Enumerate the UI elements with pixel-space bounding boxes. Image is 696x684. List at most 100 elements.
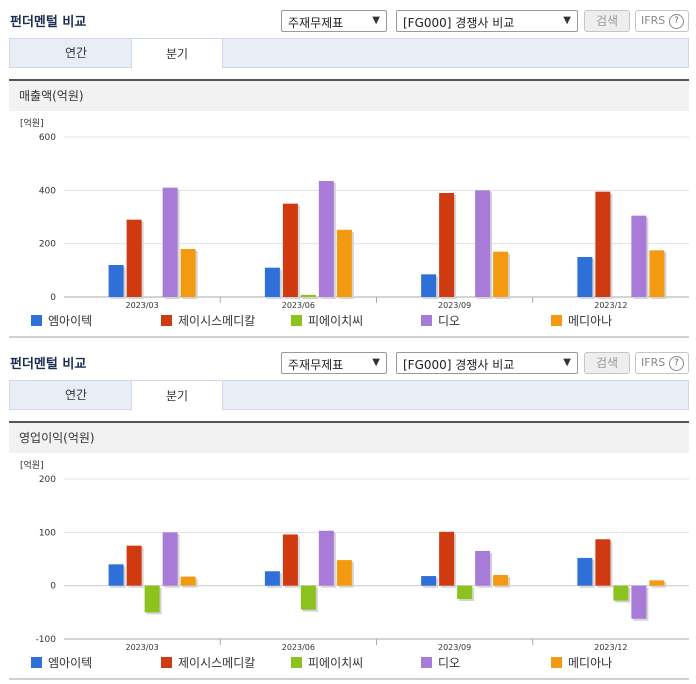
bar[interactable] [180, 249, 196, 297]
legend-item[interactable]: 피에이치씨 [291, 314, 363, 328]
statement-type-value: 주재무제표 [288, 16, 344, 30]
bar[interactable] [649, 250, 665, 297]
bar[interactable] [264, 267, 280, 297]
bar[interactable] [318, 181, 334, 297]
x-tick-label: 2023/03 [126, 643, 159, 652]
bar[interactable] [421, 274, 437, 297]
statement-type-select[interactable]: 주재무제표 ▼ [281, 10, 387, 32]
y-tick-label: 400 [39, 186, 56, 196]
bar[interactable] [439, 531, 455, 586]
bar[interactable] [318, 530, 334, 586]
legend-swatch [31, 315, 42, 326]
chart-subtitle: 매출액(억원) [9, 79, 689, 111]
bar[interactable] [108, 265, 124, 297]
bar[interactable] [264, 571, 280, 586]
legend-item[interactable]: 디오 [421, 656, 460, 670]
tab-annual[interactable]: 연간 [64, 46, 88, 60]
ifrs-button[interactable]: IFRS ? [635, 352, 689, 374]
x-tick-label: 2023/12 [594, 301, 627, 310]
bar[interactable] [336, 560, 352, 586]
bar[interactable] [631, 215, 647, 297]
y-tick-label: 200 [39, 240, 56, 250]
bar[interactable] [457, 585, 473, 599]
bar[interactable] [421, 576, 437, 586]
bar[interactable] [108, 564, 124, 586]
y-tick-label: 0 [50, 293, 56, 303]
competitor-select[interactable]: [FG000] 경쟁사 비교 ▼ [396, 10, 578, 32]
y-tick-label: 200 [39, 475, 56, 485]
competitor-value: [FG000] 경쟁사 비교 [403, 358, 515, 372]
bar[interactable] [300, 585, 316, 610]
tab-quarterly[interactable]: 분기 [131, 38, 223, 69]
legend-item[interactable]: 엠아이텍 [31, 314, 92, 328]
section-divider [9, 678, 689, 680]
legend-label: 디오 [438, 314, 461, 328]
legend-label: 디오 [438, 656, 461, 670]
statement-type-select[interactable]: 주재무제표 ▼ [281, 352, 387, 374]
bar[interactable] [577, 257, 593, 297]
unit-label: [억원] [20, 459, 44, 471]
bar[interactable] [162, 187, 178, 297]
ifrs-button[interactable]: IFRS ? [635, 10, 689, 32]
bar[interactable] [439, 193, 455, 297]
x-tick-label: 2023/12 [594, 643, 627, 652]
legend-item[interactable]: 엠아이텍 [31, 656, 92, 670]
legend-label: 메디아나 [568, 656, 613, 670]
x-tick-label: 2023/06 [282, 301, 315, 310]
y-tick-label: -100 [36, 635, 57, 645]
chevron-down-icon: ▼ [372, 15, 380, 26]
bar[interactable] [493, 575, 509, 586]
section-title: 펀더멘털 비교 [10, 15, 87, 30]
chevron-down-icon: ▼ [372, 357, 380, 368]
bar[interactable] [595, 191, 611, 297]
bar[interactable] [631, 585, 647, 619]
period-tabs: 연간 분기 [9, 380, 689, 411]
chart-subtitle: 영업이익(억원) [9, 421, 689, 453]
bar[interactable] [475, 190, 491, 297]
chart-legend: 엠아이텍 제이시스메디칼 피에이치씨 디오 메디아나 [9, 656, 689, 676]
legend-label: 엠아이텍 [48, 656, 93, 670]
bar[interactable] [126, 545, 142, 586]
search-button[interactable]: 검색 [584, 10, 630, 32]
competitor-select[interactable]: [FG000] 경쟁사 비교 ▼ [396, 352, 578, 374]
bar[interactable] [300, 294, 316, 297]
bar[interactable] [475, 551, 491, 586]
ifrs-label: IFRS [641, 14, 666, 27]
legend-label: 제이시스메디칼 [178, 656, 256, 670]
bar[interactable] [577, 557, 593, 586]
bar[interactable] [282, 534, 298, 586]
legend-item[interactable]: 메디아나 [551, 656, 612, 670]
x-tick-label: 2023/09 [438, 643, 471, 652]
bar[interactable] [162, 532, 178, 586]
legend-label: 메디아나 [568, 314, 613, 328]
bar[interactable] [493, 251, 509, 297]
section-divider [9, 336, 689, 338]
help-icon[interactable]: ? [669, 356, 684, 371]
y-tick-label: 100 [39, 528, 56, 538]
y-tick-label: 600 [39, 133, 56, 143]
bar[interactable] [336, 229, 352, 297]
bar[interactable] [649, 580, 665, 586]
search-button[interactable]: 검색 [584, 352, 630, 374]
chart-legend: 엠아이텍 제이시스메디칼 피에이치씨 디오 메디아나 [9, 314, 689, 334]
tab-annual[interactable]: 연간 [64, 388, 88, 402]
bar[interactable] [144, 585, 160, 613]
help-icon[interactable]: ? [669, 14, 684, 29]
y-tick-label: 0 [50, 582, 56, 592]
legend-item[interactable]: 제이시스메디칼 [161, 314, 255, 328]
bar[interactable] [613, 585, 629, 601]
legend-swatch [291, 315, 302, 326]
section-title: 펀더멘털 비교 [10, 357, 87, 372]
bar[interactable] [282, 203, 298, 297]
legend-item[interactable]: 디오 [421, 314, 460, 328]
bar[interactable] [595, 539, 611, 586]
operating-profit-chart: [억원] -100 0 100 200 2023/03 2023/06 2023/09 2023… [9, 453, 689, 675]
revenue-chart: [억원] 0 200 400 600 2023/03 2023/06 2023/09 2023/… [9, 111, 689, 333]
legend-item[interactable]: 피에이치씨 [291, 656, 363, 670]
tab-quarterly[interactable]: 분기 [131, 380, 223, 411]
legend-item[interactable]: 제이시스메디칼 [161, 656, 255, 670]
legend-swatch [551, 315, 562, 326]
bar[interactable] [126, 219, 142, 297]
bar[interactable] [180, 576, 196, 586]
legend-item[interactable]: 메디아나 [551, 314, 612, 328]
